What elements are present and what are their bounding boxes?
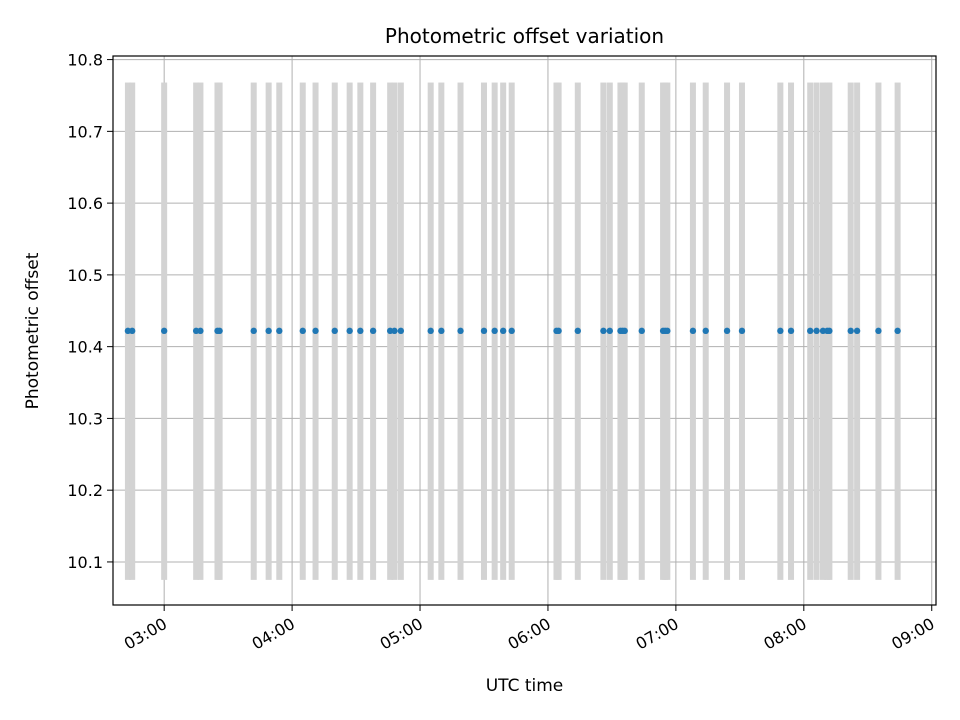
data-point bbox=[331, 327, 338, 335]
data-point bbox=[491, 327, 498, 335]
data-point bbox=[265, 327, 272, 335]
x-axis-title: UTC time bbox=[486, 676, 564, 696]
y-tick-label: 10.7 bbox=[67, 122, 103, 141]
data-point bbox=[457, 327, 464, 335]
data-point bbox=[638, 327, 645, 335]
data-point bbox=[787, 327, 795, 335]
x-tick-label: 05:00 bbox=[377, 614, 426, 654]
data-point bbox=[128, 327, 136, 335]
data-point bbox=[299, 327, 306, 335]
x-axis-ticks: 03:00 04:00 05:00 06:00 07:00 08:00 09:00 bbox=[121, 605, 938, 654]
grid bbox=[113, 56, 936, 605]
data-point bbox=[847, 327, 854, 335]
data-point bbox=[621, 327, 628, 335]
data-point bbox=[723, 327, 731, 335]
data-points bbox=[124, 327, 901, 335]
x-tick-label: 07:00 bbox=[632, 614, 681, 654]
data-point bbox=[702, 327, 709, 335]
data-point bbox=[689, 327, 697, 335]
data-point bbox=[276, 327, 283, 335]
data-point bbox=[738, 327, 746, 335]
x-tick-label: 04:00 bbox=[249, 614, 298, 654]
plot-frame bbox=[112, 55, 937, 606]
data-point bbox=[606, 327, 613, 335]
data-point bbox=[875, 327, 882, 335]
y-tick-label: 10.5 bbox=[67, 266, 103, 285]
y-tick-label: 10.4 bbox=[67, 338, 103, 357]
data-point bbox=[250, 327, 257, 335]
data-point bbox=[826, 327, 833, 335]
data-point bbox=[574, 327, 582, 335]
data-point bbox=[391, 327, 398, 335]
data-point bbox=[427, 327, 434, 335]
data-point bbox=[369, 327, 377, 335]
data-point bbox=[777, 327, 784, 335]
data-point bbox=[813, 327, 820, 335]
data-point bbox=[499, 327, 507, 335]
y-axis-ticks: 10.1 10.2 10.3 10.4 10.5 10.6 10.7 10.8 bbox=[67, 51, 113, 572]
x-tick-label: 08:00 bbox=[760, 614, 809, 654]
data-point bbox=[807, 327, 814, 335]
y-tick-label: 10.6 bbox=[67, 194, 103, 213]
data-point bbox=[480, 327, 488, 335]
data-point bbox=[312, 327, 319, 335]
y-tick-label: 10.8 bbox=[67, 51, 103, 70]
data-point bbox=[216, 327, 223, 335]
data-point bbox=[397, 327, 405, 335]
data-point bbox=[508, 327, 515, 335]
chart-title: Photometric offset variation bbox=[385, 24, 664, 48]
x-tick-label: 06:00 bbox=[505, 614, 554, 654]
data-point bbox=[160, 327, 168, 335]
data-point bbox=[438, 327, 445, 335]
data-point bbox=[357, 327, 364, 335]
y-tick-label: 10.1 bbox=[67, 553, 103, 572]
data-point bbox=[346, 327, 353, 335]
data-point bbox=[555, 327, 562, 335]
y-axis-title: Photometric offset bbox=[23, 252, 43, 409]
data-point bbox=[664, 327, 671, 335]
x-tick-label: 09:00 bbox=[888, 614, 937, 654]
data-point bbox=[197, 327, 204, 335]
plot-background bbox=[113, 56, 936, 605]
data-point bbox=[853, 327, 861, 335]
data-point bbox=[600, 327, 607, 335]
data-point bbox=[894, 327, 901, 335]
x-tick-label: 03:00 bbox=[121, 614, 170, 654]
y-tick-label: 10.2 bbox=[67, 481, 103, 500]
y-tick-label: 10.3 bbox=[67, 409, 103, 428]
